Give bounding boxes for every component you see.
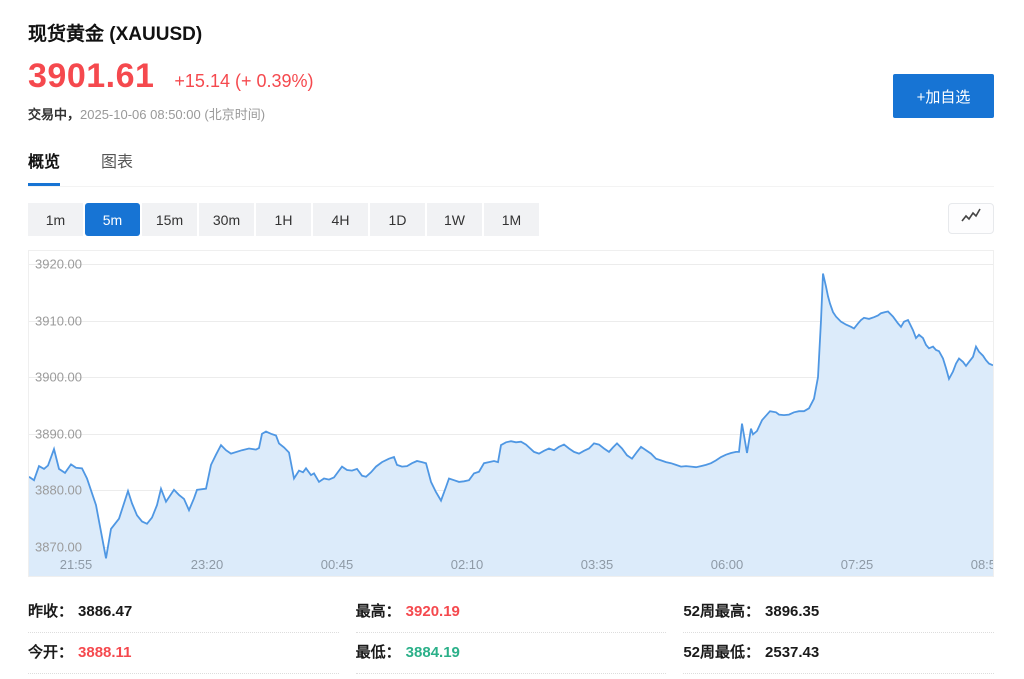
quote-timestamp: 2025-10-06 08:50:00 xyxy=(80,107,201,122)
stat-value: 3888.11 xyxy=(78,644,132,661)
timeframe-15m[interactable]: 15m xyxy=(142,203,197,236)
x-axis-label: 08:50 xyxy=(970,557,993,572)
x-axis-label: 03:35 xyxy=(580,557,614,572)
y-axis-label: 3870.00 xyxy=(35,539,82,555)
x-axis-label: 07:25 xyxy=(840,557,874,572)
trading-status: 交易中， xyxy=(28,107,81,122)
stat-label: 昨收： xyxy=(28,603,74,620)
stat-value: 3896.35 xyxy=(765,603,820,620)
add-watchlist-button[interactable]: +加自选 xyxy=(893,74,994,118)
timeframe-1M[interactable]: 1M xyxy=(484,203,539,236)
stat-value: 2537.43 xyxy=(765,644,820,661)
y-axis-label: 3910.00 xyxy=(35,313,82,329)
stat-value: 3886.47 xyxy=(78,603,133,620)
timeframe-1W[interactable]: 1W xyxy=(427,203,482,236)
timeframe-1m[interactable]: 1m xyxy=(28,203,83,236)
last-price: 3901.61 xyxy=(28,57,155,95)
x-axis-label: 00:45 xyxy=(320,557,354,572)
tab-图表[interactable]: 图表 xyxy=(101,154,134,171)
gridline-3920.00 xyxy=(29,264,993,265)
status-row: 交易中，2025-10-06 08:50:00 (北京时间) xyxy=(28,106,994,124)
page-title: 现货黄金 (XAUUSD) xyxy=(28,24,203,45)
x-axis-label: 23:20 xyxy=(190,557,224,572)
y-axis-label: 3900.00 xyxy=(35,369,82,385)
timeframe-bar: 1m 5m 15m 30m 1H 4H 1D 1W 1M xyxy=(28,203,539,236)
stat-value: 3920.19 xyxy=(405,603,460,620)
chart-area[interactable]: 3920.00 3910.00 3900.00 3890.00 3880.00 3870.… xyxy=(28,250,994,577)
chart-type-button[interactable] xyxy=(948,203,994,234)
price-area-fill xyxy=(29,273,993,576)
timeframe-4H[interactable]: 4H xyxy=(313,203,368,236)
x-axis-label: 06:00 xyxy=(710,557,744,572)
price-row: 3901.61 +15.14 (+ 0.39%) xyxy=(28,58,994,95)
price-area-chart xyxy=(29,273,993,576)
stat-cell: 昨收： 3886.47 xyxy=(28,592,339,633)
gridline-3910.00 xyxy=(29,320,993,322)
tab-概览[interactable]: 概览 xyxy=(28,152,61,186)
stat-cell: 最低： 3884.19 xyxy=(355,633,667,674)
y-axis-label: 3890.00 xyxy=(35,426,82,442)
timeframe-1D[interactable]: 1D xyxy=(370,203,425,236)
x-axis-label: 02:10 xyxy=(450,557,484,572)
stat-cell: 52周最低： 2537.43 xyxy=(683,633,994,674)
stat-value: 3884.19 xyxy=(405,644,460,661)
stat-cell: 52周最高： 3896.35 xyxy=(683,592,994,633)
y-axis-label: 3880.00 xyxy=(35,482,82,498)
price-change: +15.14 (+ 0.39%) xyxy=(174,71,314,91)
timezone-note: (北京时间) xyxy=(204,107,266,122)
stat-label: 今开： xyxy=(28,644,74,661)
timeframe-30m[interactable]: 30m xyxy=(199,203,254,236)
line-chart-icon xyxy=(959,207,983,230)
y-axis-label: 3920.00 xyxy=(35,256,82,272)
stat-label: 最低： xyxy=(355,644,401,661)
stat-cell: 今开： 3888.11 xyxy=(28,633,339,674)
stat-label: 52周最高： xyxy=(683,603,761,620)
quote-page: 现货黄金 (XAUUSD) 3901.61 +15.14 (+ 0.39%) 交… xyxy=(0,22,1024,679)
gridline-3900.00 xyxy=(29,377,993,379)
timeframe-5m[interactable]: 5m xyxy=(85,203,140,236)
chart-toolbar: 1m 5m 15m 30m 1H 4H 1D 1W 1M xyxy=(28,203,994,236)
gridline-3890.00 xyxy=(29,433,993,435)
stat-label: 最高： xyxy=(355,603,401,620)
stat-cell: 最高： 3920.19 xyxy=(355,592,667,633)
stats-grid: 昨收： 3886.47 最高： 3920.19 52周最高： 3896.35 今开： 3888… xyxy=(28,592,994,674)
timeframe-1H[interactable]: 1H xyxy=(256,203,311,236)
tab-bar: 概览 图表 xyxy=(28,152,994,187)
x-axis-label: 21:55 xyxy=(59,557,93,572)
price-line xyxy=(29,273,993,559)
stat-label: 52周最低： xyxy=(683,644,761,661)
